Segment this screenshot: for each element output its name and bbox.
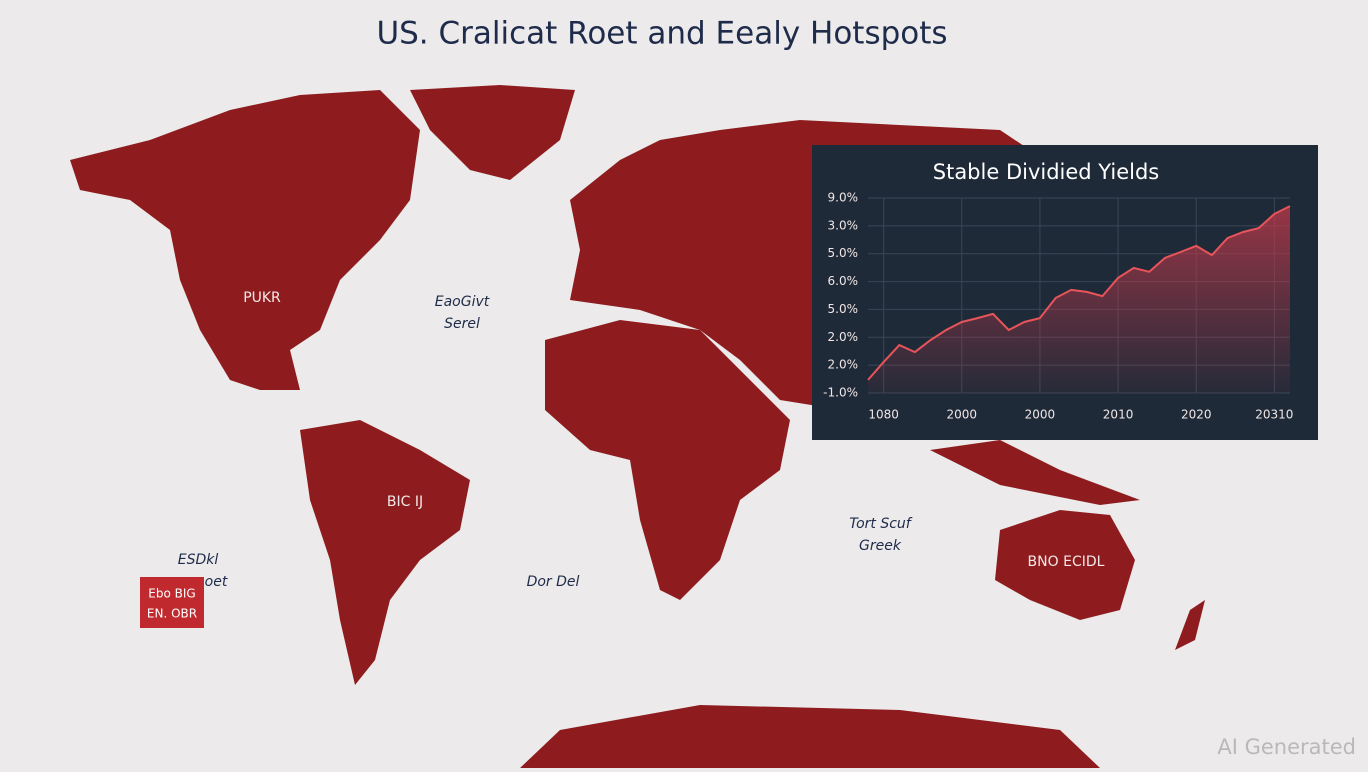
x-tick-label: 2010: [1103, 408, 1134, 422]
greenland: [410, 85, 575, 180]
x-tick-label: 2000: [1025, 408, 1056, 422]
y-tick-label: 9.0%: [828, 191, 859, 205]
page-title: US. Cralicat Roet and Eealy Hotspots: [376, 16, 947, 52]
y-tick-label: 2.0%: [828, 330, 859, 344]
legend-box: [140, 577, 204, 628]
australia: [995, 510, 1135, 620]
area: [868, 206, 1290, 393]
map-label: Serel: [444, 316, 480, 332]
legend-text: Ebo BIG: [148, 587, 195, 601]
map-label: Greek: [859, 538, 902, 554]
y-tick-label: 2.0%: [828, 358, 859, 372]
new-zealand: [1175, 600, 1205, 650]
map-label: BIC IJ: [387, 494, 423, 510]
y-tick-label: 5.0%: [828, 246, 859, 260]
africa: [545, 320, 790, 600]
line: [867, 205, 1291, 381]
inset-chart: 9.0% 3.0% 5.0% 6.0% 5.0% 2.0% 2.0% -1.0% 1080 200…: [823, 191, 1293, 422]
inset-title: Stable Dividied Yields: [933, 160, 1160, 184]
y-tick-label: 5.0%: [828, 302, 859, 316]
x-tick-label: 2000: [947, 408, 978, 422]
map-label: PUKR: [243, 290, 281, 306]
y-tick-label: 3.0%: [828, 218, 859, 232]
map-label: ESDkl: [178, 552, 219, 568]
map-label: Tort Scuf: [849, 516, 913, 532]
north-america: [70, 90, 420, 390]
map-label: EaoGivt: [435, 294, 490, 310]
antarctica: [520, 705, 1100, 768]
y-tick-label: -1.0%: [823, 386, 858, 400]
indonesia: [930, 440, 1140, 505]
legend-text: EN. OBR: [147, 607, 197, 621]
map-label: Dor Del: [527, 574, 580, 590]
y-tick-label: 6.0%: [828, 274, 859, 288]
map-label: BNO ECIDL: [1028, 554, 1105, 570]
x-tick-label: 20310: [1255, 408, 1293, 422]
x-tick-label: 1080: [868, 408, 899, 422]
map-label: oet: [205, 574, 228, 590]
watermark: AI Generated: [1217, 735, 1356, 759]
south-america: [300, 420, 470, 685]
x-tick-label: 2020: [1181, 408, 1212, 422]
